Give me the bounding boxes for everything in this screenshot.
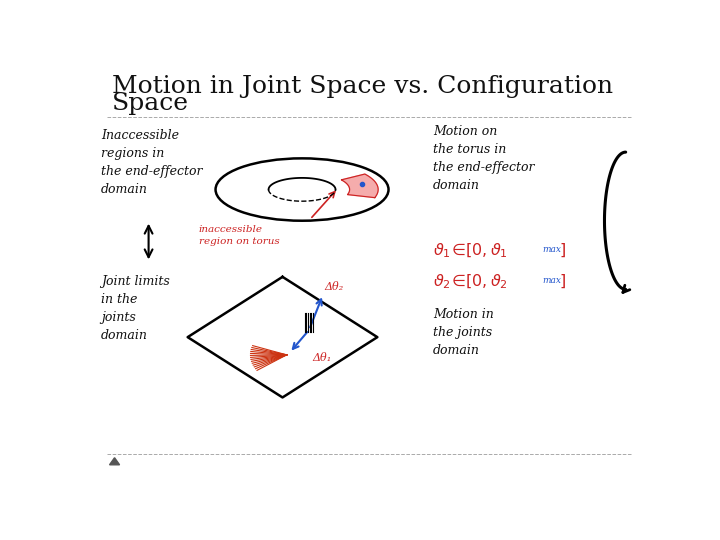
Polygon shape: [188, 277, 377, 397]
Text: $]$: $]$: [559, 241, 566, 259]
Text: Motion in
the joints
domain: Motion in the joints domain: [433, 308, 494, 357]
Text: max: max: [542, 245, 561, 254]
Polygon shape: [109, 458, 120, 465]
Text: Motion on
the torus in
the end-effector
domain: Motion on the torus in the end-effector …: [433, 125, 535, 192]
Text: max: max: [542, 276, 561, 285]
Text: Δθ₂: Δθ₂: [325, 282, 344, 292]
Text: $]$: $]$: [559, 273, 566, 290]
Text: Motion in Joint Space vs. Configuration: Motion in Joint Space vs. Configuration: [112, 75, 613, 98]
Text: Inaccessible
regions in
the end-effector
domain: Inaccessible regions in the end-effector…: [101, 129, 202, 196]
Text: Space: Space: [112, 92, 189, 115]
Text: inaccessible
region on torus: inaccessible region on torus: [199, 225, 279, 246]
Polygon shape: [341, 174, 378, 198]
Text: $\vartheta_1\!\in\![0,\vartheta_1$: $\vartheta_1\!\in\![0,\vartheta_1$: [433, 241, 508, 260]
Text: Joint limits
in the
joints
domain: Joint limits in the joints domain: [101, 275, 170, 342]
Text: $\vartheta_2\!\in\![0,\vartheta_2$: $\vartheta_2\!\in\![0,\vartheta_2$: [433, 273, 508, 291]
Text: Δθ₁: Δθ₁: [312, 353, 331, 363]
